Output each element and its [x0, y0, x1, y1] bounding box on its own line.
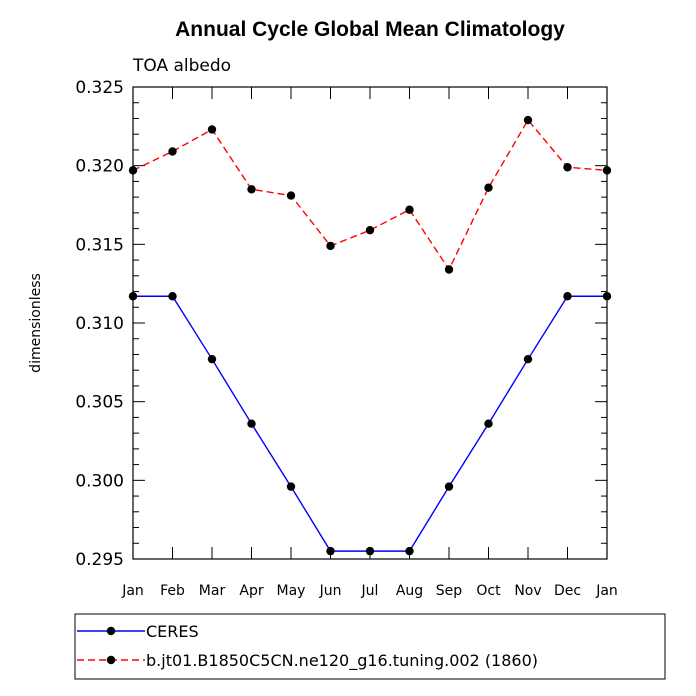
data-point — [405, 546, 414, 556]
series-2 — [128, 115, 612, 274]
data-point — [444, 265, 454, 274]
data-point — [247, 419, 256, 428]
data-point — [484, 183, 493, 192]
data-point — [326, 241, 335, 251]
data-point — [207, 354, 217, 364]
data-point — [207, 125, 217, 134]
x-tick-label: Jan — [595, 583, 618, 599]
x-axis: Jan Feb Mar Apr May Jun Jul Aug Sep Oct Nov Dec Jan — [121, 87, 618, 599]
legend: CERES b.jt01.B1850C5CN.ne120_g16.tuning.0… — [74, 613, 666, 680]
chart-subtitle: TOA albedo — [132, 56, 231, 76]
data-point — [563, 292, 572, 301]
x-tick-label: Aug — [396, 583, 423, 599]
x-tick-label: Jun — [319, 583, 342, 599]
data-point — [602, 292, 612, 301]
x-tick-label: Jul — [361, 583, 379, 599]
y-tick-label: 0.325 — [75, 78, 124, 98]
y-tick-label: 0.310 — [75, 314, 124, 334]
legend-swatch-marker — [106, 626, 116, 636]
legend-entry: CERES — [77, 622, 199, 641]
x-tick-label: Dec — [554, 583, 581, 599]
data-point — [286, 191, 296, 200]
x-tick-label: Sep — [436, 583, 463, 599]
data-point — [326, 546, 335, 556]
data-point — [128, 166, 138, 175]
series-layer — [128, 115, 612, 556]
chart-title: Annual Cycle Global Mean Climatology — [175, 18, 565, 41]
data-point — [602, 166, 612, 175]
y-axis: 0.295 0.300 0.305 0.310 0.315 0.320 0.325 — [75, 78, 607, 570]
x-tick-label: Nov — [514, 583, 541, 599]
series-line — [132, 118, 608, 271]
data-point — [365, 546, 375, 556]
data-point — [523, 354, 533, 364]
legend-label: b.jt01.B1850C5CN.ne120_g16.tuning.002 (1… — [146, 651, 538, 671]
x-tick-label: Oct — [476, 583, 501, 599]
data-point — [168, 292, 177, 301]
legend-swatch-marker — [106, 655, 116, 665]
y-tick-label: 0.320 — [75, 157, 124, 177]
data-point — [444, 482, 454, 491]
data-point — [484, 419, 493, 428]
y-tick-label: 0.300 — [75, 471, 124, 491]
data-point — [247, 185, 256, 194]
y-axis-label: dimensionless — [28, 273, 44, 373]
y-tick-label: 0.305 — [75, 393, 124, 413]
legend-label: CERES — [146, 622, 199, 641]
series-line — [133, 295, 607, 552]
y-tick-label: 0.295 — [75, 550, 124, 570]
series-1 — [128, 292, 612, 556]
x-tick-label: May — [277, 583, 306, 599]
legend-entry: b.jt01.B1850C5CN.ne120_g16.tuning.002 (1… — [77, 651, 538, 671]
data-point — [286, 482, 296, 491]
data-point — [128, 292, 138, 301]
legend-box — [74, 613, 666, 680]
data-point — [365, 225, 375, 235]
plot-border — [132, 86, 608, 560]
data-point — [405, 205, 414, 214]
x-tick-label: Apr — [239, 583, 263, 599]
data-point — [523, 115, 533, 125]
x-tick-label: Jan — [121, 583, 144, 599]
data-point — [168, 147, 177, 156]
y-tick-label: 0.315 — [75, 235, 124, 255]
plot-frame — [132, 86, 608, 560]
x-tick-label: Feb — [160, 583, 185, 599]
x-tick-label: Mar — [199, 583, 226, 599]
data-point — [563, 163, 572, 172]
